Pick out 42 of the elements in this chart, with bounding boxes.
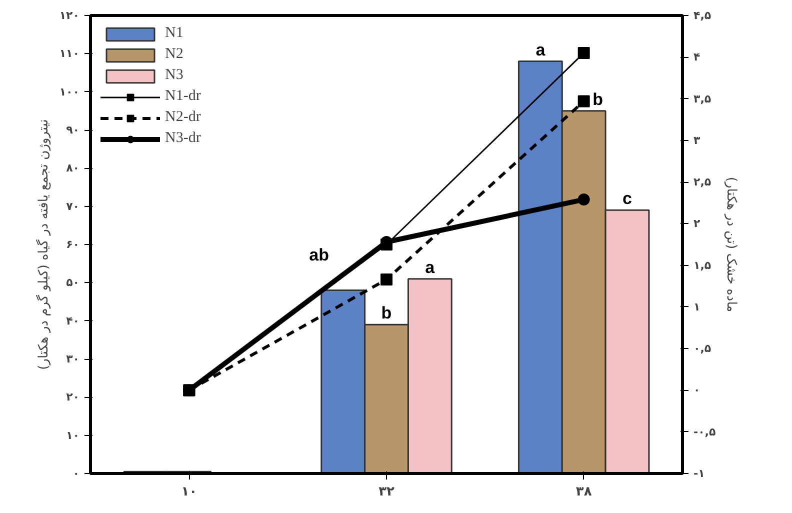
legend-label: N1-dr bbox=[165, 88, 201, 105]
y2-tick-label: ۰ bbox=[694, 384, 700, 397]
y-tick-label: ۵۰ bbox=[66, 276, 80, 290]
y2-tick-label: ۱,۵ bbox=[694, 258, 712, 272]
x-tick-label: ۳۸ bbox=[576, 484, 592, 500]
x-tick-label: ۳۲ bbox=[378, 484, 394, 500]
y-tick-label: ۷۰ bbox=[66, 200, 80, 213]
x-tick-label: ۱۰ bbox=[181, 484, 198, 500]
y2-tick-label: -۱ bbox=[694, 467, 705, 480]
data-label: c bbox=[622, 189, 632, 208]
y-axis-title: نیتروژن تجمع یافته در گیاه (کیلو گرم در هکتار) bbox=[35, 119, 52, 370]
y-tick-label: ۱۱۰ bbox=[59, 47, 80, 60]
y-tick-label: ۱۰۰ bbox=[59, 85, 80, 98]
legend-label: N2-dr bbox=[165, 109, 201, 126]
y2-axis-title: ماده خشک (تن در هکتار) bbox=[724, 176, 739, 312]
legend-label: N3 bbox=[165, 67, 184, 84]
y-tick-label: ۲۰ bbox=[66, 390, 80, 404]
y2-tick-label: ۴ bbox=[694, 50, 700, 64]
data-label: b bbox=[381, 304, 392, 323]
y2-tick-label: ۲ bbox=[694, 217, 700, 230]
y-tick-label: ۸۰ bbox=[66, 162, 80, 175]
y2-tick-label: ۴,۵ bbox=[694, 9, 712, 22]
data-label: b bbox=[592, 90, 604, 109]
y-tick-label: ۳۰ bbox=[66, 352, 80, 366]
data-label: a bbox=[425, 258, 436, 277]
y-tick-label: ۱۲۰ bbox=[59, 9, 80, 22]
legend-label: N2 bbox=[165, 46, 184, 63]
data-label: a bbox=[536, 40, 546, 60]
y2-tick-label: ۳ bbox=[694, 134, 700, 147]
y2-tick-label: -۰,۵ bbox=[694, 425, 716, 438]
y-tick-label: ۰ bbox=[72, 467, 80, 480]
data-label: ab bbox=[309, 245, 330, 264]
y-tick-label: ۱۰ bbox=[66, 428, 80, 442]
y2-tick-label: ۱ bbox=[694, 300, 700, 314]
y-tick-label: ۹۰ bbox=[66, 124, 80, 136]
y2-tick-label: ۳,۵ bbox=[694, 92, 712, 106]
legend-label: N1 bbox=[165, 25, 184, 42]
y-tick-label: ۴۰ bbox=[66, 314, 80, 328]
legend-label: N3-dr bbox=[165, 130, 201, 147]
y-tick-label: ۶۰ bbox=[66, 238, 80, 251]
y2-tick-label: ۲,۵ bbox=[694, 176, 712, 189]
y2-tick-label: ۰,۵ bbox=[694, 342, 712, 356]
